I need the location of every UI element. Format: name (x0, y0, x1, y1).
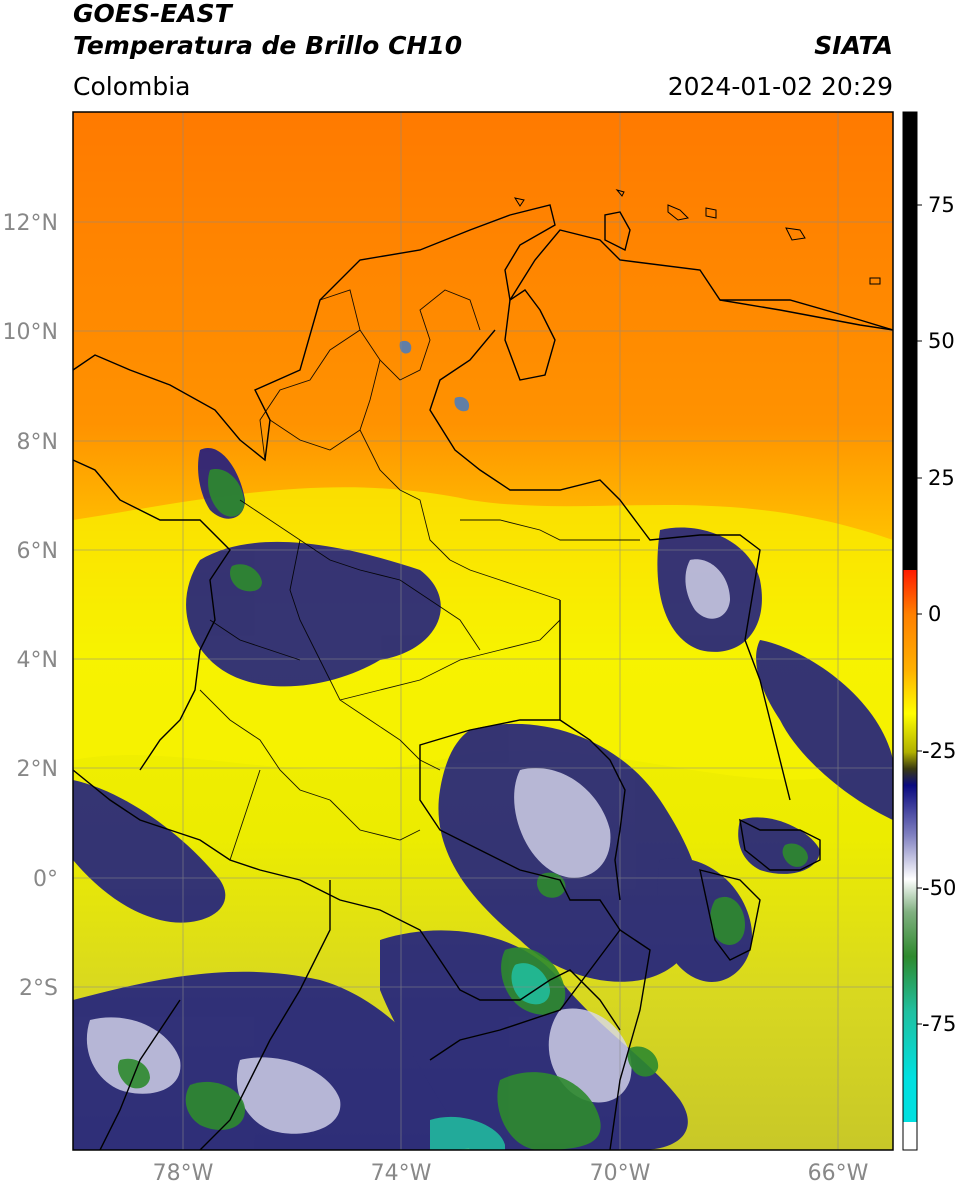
lat-label-4n: 4°N (17, 648, 58, 673)
timestamp-label: 2024-01-02 20:29 (667, 72, 893, 101)
country-borders (73, 204, 893, 1150)
lat-label-12n: 12°N (3, 211, 58, 236)
colorbar-tick-75: 75 (928, 193, 955, 217)
colorbar-tick-50: 50 (928, 329, 955, 353)
brightness-temperature-imagery (73, 112, 893, 1150)
colorbar-white-segment (903, 1122, 917, 1150)
lat-label-2n: 2°N (17, 757, 58, 782)
colorbar-black-segment (903, 112, 917, 570)
latitude-labels: 12°N 10°N 8°N 6°N 4°N 2°N 0° 2°S (3, 211, 58, 1001)
colorbar: 75 50 25 0 -25 -50 -75 (902, 111, 956, 1151)
department-borders (199, 289, 640, 861)
colorbar-tick-minus50: -50 (922, 876, 956, 900)
title-line-1: GOES-EAST (73, 0, 232, 28)
colorbar-tick-25: 25 (928, 466, 955, 490)
colorbar-frame (902, 111, 918, 1151)
brand-label: SIATA (814, 31, 893, 60)
lat-label-10n: 10°N (3, 320, 58, 345)
lon-label-74w: 74°W (371, 1161, 432, 1186)
lat-label-2s: 2°S (19, 976, 58, 1001)
island-outlines (513, 189, 881, 285)
graticule (73, 112, 893, 1150)
colorbar-gradient (903, 570, 917, 1122)
longitude-labels: 78°W 74°W 70°W 66°W (153, 1161, 869, 1186)
lat-label-0: 0° (33, 867, 58, 892)
title-line-2: Temperatura de Brillo CH10 (73, 31, 463, 60)
lon-label-70w: 70°W (590, 1161, 651, 1186)
lon-label-66w: 66°W (808, 1161, 869, 1186)
lat-label-6n: 6°N (17, 539, 58, 564)
lat-label-8n: 8°N (17, 430, 58, 455)
colorbar-tick-0: 0 (928, 602, 941, 626)
colorbar-tick-minus25: -25 (922, 739, 956, 763)
region-label: Colombia (73, 72, 191, 101)
colorbar-tick-minus75: -75 (922, 1012, 956, 1036)
lon-label-78w: 78°W (153, 1161, 214, 1186)
map-frame (72, 111, 894, 1151)
